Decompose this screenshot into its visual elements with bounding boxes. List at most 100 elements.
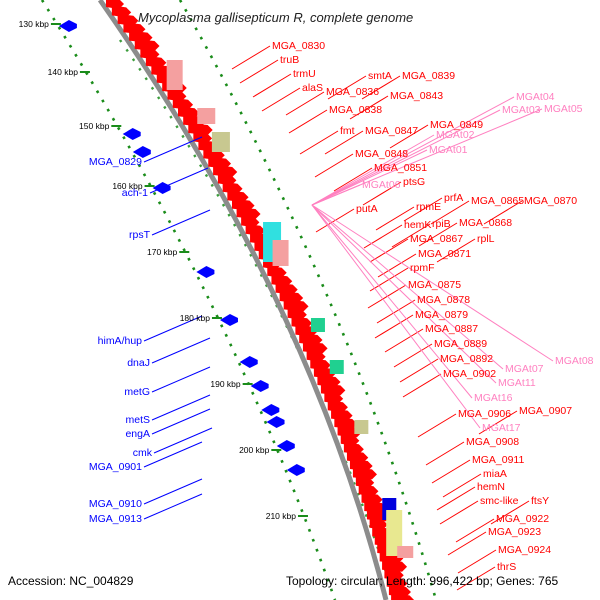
- forward-gene-label: MGA_0892: [440, 353, 493, 365]
- mid-dotted-ring: [119, 39, 397, 600]
- forward-gene-label: fmt: [340, 125, 355, 137]
- forward-gene-label: MGA_0878: [417, 294, 470, 306]
- leader-line: [151, 337, 211, 364]
- leader-line: [362, 181, 402, 206]
- leader-line: [393, 343, 433, 368]
- leader-line: [483, 200, 523, 225]
- reverse-gene-label: ach-1: [122, 187, 148, 199]
- forward-gene-label: MGA_0922: [496, 513, 549, 525]
- forward-gene-arrow: [111, 5, 132, 18]
- reverse-gene-arrow: [239, 356, 258, 368]
- leader-line: [349, 95, 389, 120]
- reverse-gene-label: rpsT: [129, 229, 151, 241]
- forward-gene-label: MGA_0889: [434, 338, 487, 350]
- reverse-gene-label: metG: [124, 386, 150, 398]
- feature-block: [197, 108, 216, 124]
- leader-line: [151, 366, 211, 393]
- reverse-gene-label: MGA_0910: [89, 498, 142, 510]
- forward-gene-arrow: [391, 593, 415, 600]
- leader-line: [311, 204, 497, 384]
- leader-line: [478, 410, 518, 435]
- outer-dotted-ring: [178, 0, 438, 600]
- leader-line: [252, 73, 292, 98]
- reverse-gene-label: engA: [125, 428, 150, 440]
- feature-block: [386, 510, 403, 556]
- forward-gene-label: MGA_0879: [415, 309, 468, 321]
- leader-line: [436, 238, 476, 263]
- leader-line: [311, 149, 428, 206]
- leader-line: [361, 75, 401, 100]
- leader-line: [442, 473, 482, 498]
- forward-gene-label: prfA: [444, 192, 463, 204]
- leader-line: [288, 109, 328, 134]
- forward-gene-label: truB: [280, 54, 299, 66]
- gene-features: [58, 0, 415, 600]
- forward-gene-label: MGA_0907: [519, 405, 572, 417]
- leader-line: [490, 500, 530, 525]
- reverse-gene-label: metS: [125, 414, 150, 426]
- leader-line: [439, 500, 479, 525]
- forward-gene-label: MGA_0875: [408, 279, 461, 291]
- leader-line: [239, 59, 279, 84]
- reverse-gene-arrow: [58, 20, 77, 32]
- leader-line: [457, 549, 497, 574]
- feature-block: [354, 420, 369, 434]
- genome-backbone: [97, 0, 389, 600]
- forward-gene-arrow: [145, 55, 167, 68]
- leader-line: [143, 493, 203, 520]
- forward-gene-label: trmU: [293, 68, 316, 80]
- leader-line: [311, 204, 473, 399]
- forward-gene-label: MGA_0830: [272, 40, 325, 52]
- leader-line: [143, 136, 203, 163]
- feature-block: [272, 240, 289, 266]
- leader-line: [153, 427, 213, 454]
- leader-line: [311, 204, 481, 429]
- leader-line: [402, 373, 442, 398]
- genome-summary-text: Topology: circular; Length: 996,422 bp; …: [286, 574, 559, 588]
- forward-gene-label: rplL: [477, 233, 495, 245]
- leader-line: [151, 408, 211, 435]
- leader-line: [455, 518, 495, 543]
- forward-gene-label: hemN: [477, 481, 505, 493]
- forward-gene-arrow: [172, 97, 194, 110]
- leader-line: [311, 204, 504, 370]
- leader-line: [447, 531, 487, 556]
- tick-label: 160 kbp: [112, 181, 143, 191]
- leader-line: [425, 441, 465, 466]
- forward-gene-label: MGA_0851: [374, 162, 427, 174]
- forward-gene-label: thrS: [497, 561, 516, 573]
- trna-label: MGAt07: [505, 363, 544, 375]
- forward-gene-label: MGA_0906: [458, 408, 511, 420]
- forward-gene-label: rpiB: [432, 218, 451, 230]
- tick-label: 140 kbp: [48, 67, 79, 77]
- leader-line: [143, 441, 203, 468]
- leader-line: [311, 134, 435, 206]
- forward-gene-label: MGA_0871: [418, 248, 471, 260]
- forward-gene-label: putA: [356, 203, 378, 215]
- leader-line: [314, 153, 354, 178]
- forward-gene-label: MGA_0908: [466, 436, 519, 448]
- reverse-gene-arrow: [261, 404, 280, 416]
- trna-label: MGAt11: [498, 377, 536, 389]
- reverse-gene-arrow: [250, 380, 269, 392]
- leader-line: [143, 478, 203, 505]
- feature-block: [329, 360, 344, 374]
- reverse-gene-label: dnaJ: [127, 357, 150, 369]
- forward-gene-label: MGA_0847: [365, 125, 418, 137]
- reverse-gene-arrow: [122, 128, 141, 140]
- forward-gene-label: rpmF: [410, 262, 435, 274]
- forward-gene-label: MGA_0867: [410, 233, 463, 245]
- forward-gene-label: MGA_0887: [425, 323, 478, 335]
- trna-label: MGAt06: [362, 179, 401, 191]
- forward-gene-label: hemK: [404, 219, 431, 231]
- forward-gene-label: MGA_0838: [329, 104, 382, 116]
- trna-label: MGAt01: [429, 144, 468, 156]
- forward-gene-arrow: [140, 47, 160, 60]
- forward-gene-label: MGA_0870: [524, 195, 577, 207]
- reverse-gene-arrow: [276, 440, 295, 452]
- trna-label: MGAt16: [474, 392, 513, 404]
- leader-line: [327, 75, 367, 100]
- leader-line: [311, 96, 515, 206]
- forward-gene-label: MGA_0865: [471, 195, 524, 207]
